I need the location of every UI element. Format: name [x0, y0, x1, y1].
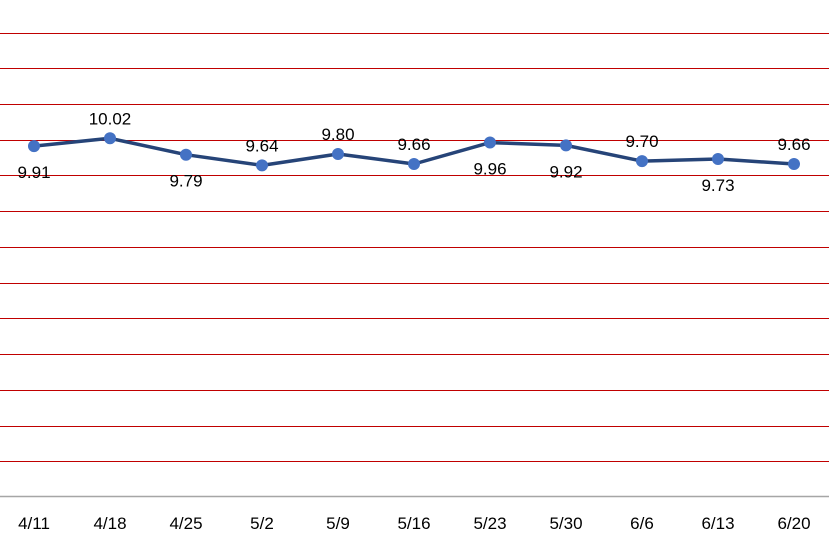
- data-point: [104, 132, 116, 145]
- data-label: 9.66: [777, 135, 810, 154]
- x-axis: 4/11 4/18 4/25 5/2 5/9 5/16 5/23 5/30 6/6 6/13 6/2…: [0, 495, 829, 533]
- data-label: 9.70: [625, 132, 658, 151]
- data-point: [788, 157, 800, 170]
- data-label: 9.79: [169, 172, 202, 191]
- series-layer: [28, 132, 800, 172]
- data-label: 9.96: [473, 160, 506, 179]
- x-tick-label: 5/23: [473, 514, 506, 533]
- data-point: [256, 159, 268, 172]
- x-tick-label: 5/16: [397, 514, 430, 533]
- x-tick-label: 5/30: [549, 514, 582, 533]
- data-point: [712, 152, 724, 165]
- x-tick-label: 5/2: [250, 514, 274, 533]
- data-label: 9.91: [17, 163, 50, 182]
- data-point: [636, 155, 648, 168]
- x-tick-label: 5/9: [326, 514, 350, 533]
- x-tick-label: 4/18: [93, 514, 126, 533]
- x-tick-label: 6/20: [777, 514, 810, 533]
- data-point: [408, 157, 420, 170]
- data-point: [484, 136, 496, 149]
- data-point: [28, 140, 40, 153]
- data-label: 9.92: [549, 162, 582, 181]
- data-label: 10.02: [89, 109, 132, 128]
- data-label: 9.64: [245, 136, 278, 155]
- x-tick-label: 4/11: [18, 514, 50, 533]
- x-tick-label: 4/25: [169, 514, 202, 533]
- data-label: 9.73: [701, 176, 734, 195]
- data-labels: 9.91 10.02 9.79 9.64 9.80 9.66 9.96 9.92 9.70 9.7…: [17, 109, 810, 195]
- x-tick-label: 6/6: [630, 514, 654, 533]
- x-tick-label: 6/13: [701, 514, 734, 533]
- data-label: 9.80: [321, 125, 354, 144]
- data-point: [332, 147, 344, 160]
- data-point: [180, 148, 192, 161]
- data-point: [560, 139, 572, 152]
- gridlines: [0, 33, 829, 462]
- data-label: 9.66: [397, 135, 430, 154]
